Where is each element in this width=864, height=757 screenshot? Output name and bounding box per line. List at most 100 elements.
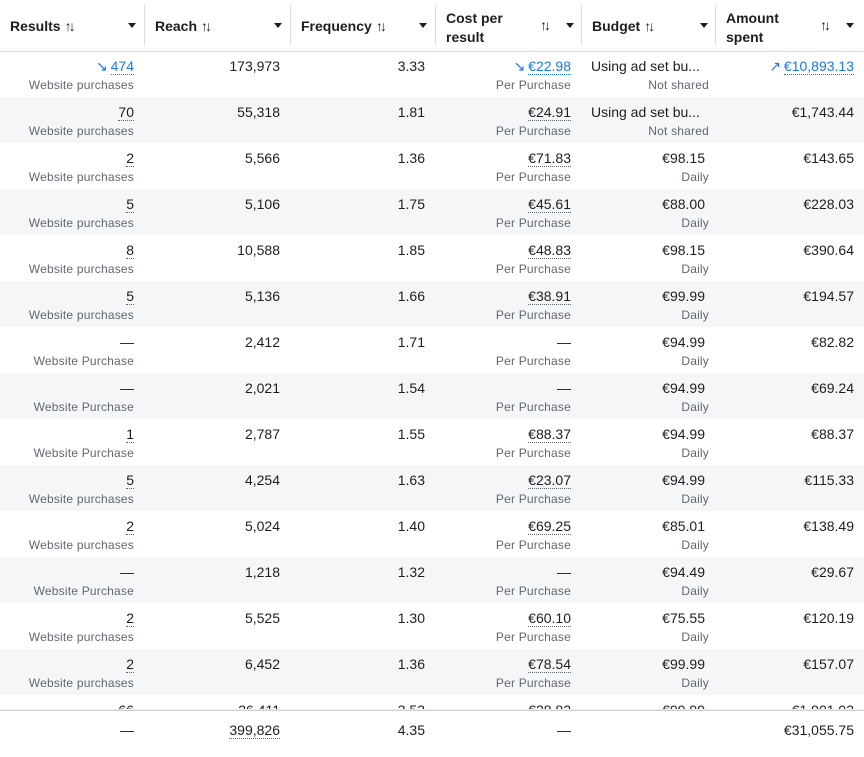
cost-per-result-value[interactable]: €23.07 — [528, 472, 571, 489]
column-header-budget[interactable]: Budget ↑↓ — [582, 0, 715, 51]
cost-per-result-value[interactable]: €78.54 — [528, 656, 571, 673]
budget-value[interactable]: €94.49 — [662, 564, 705, 580]
table-row[interactable]: 8 Website purchases 10,588 1.85 €48.83 Per Pu… — [0, 235, 864, 281]
budget-value[interactable]: €94.99 — [662, 472, 705, 488]
table-row[interactable]: ↘ 474 Website purchases 173,973 3.33 ↘ €22.98 P… — [0, 51, 864, 97]
results-value[interactable]: 2 — [126, 610, 134, 627]
amount-spent-value[interactable]: €10,893.13 — [783, 58, 854, 75]
budget-value[interactable]: €94.99 — [662, 426, 705, 442]
column-header-amount-spent[interactable]: Amount spent ↑↓ — [716, 0, 864, 51]
column-header-cost-per-result[interactable]: Cost per result ↑↓ — [436, 0, 581, 51]
budget-cell[interactable]: €98.15 Daily — [582, 235, 715, 281]
column-header-results[interactable]: Results ↑↓ — [0, 0, 144, 51]
chevron-down-icon[interactable] — [566, 23, 574, 28]
table-row[interactable]: — Website Purchase 1,218 1.32 — Per Purchase €… — [0, 557, 864, 603]
column-header-frequency[interactable]: Frequency ↑↓ — [291, 0, 435, 51]
cost-per-result-value: — — [557, 334, 571, 350]
cost-per-result-cell: €88.37 Per Purchase — [436, 419, 581, 465]
results-value[interactable]: 2 — [126, 656, 134, 673]
table-row[interactable]: 70 Website purchases 55,318 1.81 €24.91 Per P… — [0, 97, 864, 143]
budget-cell[interactable]: €94.99 Daily — [582, 373, 715, 419]
table-row[interactable]: 2 Website purchases 5,566 1.36 €71.83 Per Pur… — [0, 143, 864, 189]
chevron-down-icon[interactable] — [846, 23, 854, 28]
table-row[interactable]: 2 Website purchases 5,525 1.30 €60.10 Per Pur… — [0, 603, 864, 649]
budget-value[interactable]: €88.00 — [662, 196, 705, 212]
budget-cell[interactable]: €99.99 Daily — [582, 281, 715, 327]
results-value[interactable]: 70 — [118, 104, 134, 121]
budget-cell[interactable]: €85.01 Daily — [582, 511, 715, 557]
cost-per-result-value[interactable]: €22.98 — [528, 58, 571, 75]
column-label-amount-spent-line1: Amount — [726, 10, 779, 26]
results-value[interactable]: 8 — [126, 242, 134, 259]
results-value[interactable]: 2 — [126, 150, 134, 167]
budget-cell[interactable]: €99.99 Daily — [582, 649, 715, 695]
budget-value[interactable]: €99.99 — [662, 288, 705, 304]
budget-cell[interactable]: €75.55 Daily — [582, 603, 715, 649]
table-row[interactable]: 1 Website Purchase 2,787 1.55 €88.37 Per Purc… — [0, 419, 864, 465]
column-divider[interactable] — [581, 5, 582, 45]
table-row[interactable]: 5 Website purchases 5,136 1.66 €38.91 Per Pur… — [0, 281, 864, 327]
cost-per-result-value[interactable]: €60.10 — [528, 610, 571, 627]
budget-value[interactable]: €75.55 — [662, 610, 705, 626]
table-row[interactable]: — Website Purchase 2,412 1.71 — Per Purchase €… — [0, 327, 864, 373]
results-value[interactable]: 474 — [110, 58, 134, 75]
cost-per-result-value[interactable]: €45.61 — [528, 196, 571, 213]
column-divider[interactable] — [435, 5, 436, 45]
column-divider[interactable] — [290, 5, 291, 45]
sort-icon[interactable]: ↑↓ — [540, 17, 551, 33]
results-cell: 2 Website purchases — [0, 603, 144, 649]
sort-icon[interactable]: ↑↓ — [375, 18, 387, 34]
results-cell: 5 Website purchases — [0, 465, 144, 511]
budget-cell[interactable]: €94.99 Daily — [582, 419, 715, 465]
budget-value[interactable]: €85.01 — [662, 518, 705, 534]
sort-icon[interactable]: ↑↓ — [644, 18, 655, 34]
results-value[interactable]: 2 — [126, 518, 134, 535]
column-divider[interactable] — [715, 5, 716, 45]
column-header-reach[interactable]: Reach ↑↓ — [145, 0, 290, 51]
budget-cell[interactable]: €94.99 Daily — [582, 465, 715, 511]
sort-icon[interactable]: ↑↓ — [201, 18, 212, 34]
chevron-down-icon[interactable] — [128, 23, 136, 28]
cost-per-result-value[interactable]: €71.83 — [528, 150, 571, 167]
budget-value[interactable]: €98.15 — [662, 242, 705, 258]
chevron-down-icon[interactable] — [274, 23, 282, 28]
budget-cell[interactable]: €88.00 Daily — [582, 189, 715, 235]
column-label-results: Results — [10, 18, 61, 34]
total-cost-per-result: — — [557, 722, 571, 738]
budget-value[interactable]: €94.99 — [662, 380, 705, 396]
table-row[interactable]: 2 Website purchases 6,452 1.36 €78.54 Per Pur… — [0, 649, 864, 695]
column-divider[interactable] — [144, 5, 145, 45]
budget-value[interactable]: Using ad set bu... — [591, 58, 700, 74]
chevron-down-icon[interactable] — [419, 23, 427, 28]
cost-per-result-value[interactable]: €88.37 — [528, 426, 571, 443]
budget-cell[interactable]: Using ad set bu... Not shared — [582, 51, 715, 97]
sort-icon[interactable]: ↑↓ — [820, 17, 831, 33]
table-row[interactable]: 2 Website purchases 5,024 1.40 €69.25 Per Pur… — [0, 511, 864, 557]
budget-value[interactable]: €94.99 — [662, 334, 705, 350]
budget-cell[interactable]: €94.49 Daily — [582, 557, 715, 603]
chevron-down-icon[interactable] — [700, 23, 708, 28]
budget-value[interactable]: €98.15 — [662, 150, 705, 166]
results-label: Website Purchase — [33, 584, 134, 598]
table-row[interactable]: 5 Website purchases 5,106 1.75 €45.61 Per Pur… — [0, 189, 864, 235]
sort-icon[interactable]: ↑↓ — [64, 18, 76, 34]
total-reach[interactable]: 399,826 — [229, 722, 280, 739]
amount-spent-cell: €82.82 — [716, 327, 864, 373]
budget-cell[interactable]: €94.99 Daily — [582, 327, 715, 373]
budget-cell[interactable]: Using ad set bu... Not shared — [582, 97, 715, 143]
budget-cell[interactable]: €98.15 Daily — [582, 143, 715, 189]
cost-per-result-value[interactable]: €48.83 — [528, 242, 571, 259]
frequency-cell: 1.75 — [291, 189, 435, 235]
budget-value[interactable]: €99.99 — [662, 656, 705, 672]
results-value[interactable]: 5 — [126, 472, 134, 489]
cost-per-result-value[interactable]: €24.91 — [528, 104, 571, 121]
results-value[interactable]: 5 — [126, 288, 134, 305]
table-row[interactable]: 5 Website purchases 4,254 1.63 €23.07 Per Pur… — [0, 465, 864, 511]
results-value[interactable]: 1 — [126, 426, 134, 443]
budget-value[interactable]: Using ad set bu... — [591, 104, 700, 120]
table-row[interactable]: — Website Purchase 2,021 1.54 — Per Purchase €… — [0, 373, 864, 419]
results-value[interactable]: 5 — [126, 196, 134, 213]
cost-per-result-value[interactable]: €69.25 — [528, 518, 571, 535]
cost-per-result-cell: — Per Purchase — [436, 327, 581, 373]
cost-per-result-value[interactable]: €38.91 — [528, 288, 571, 305]
